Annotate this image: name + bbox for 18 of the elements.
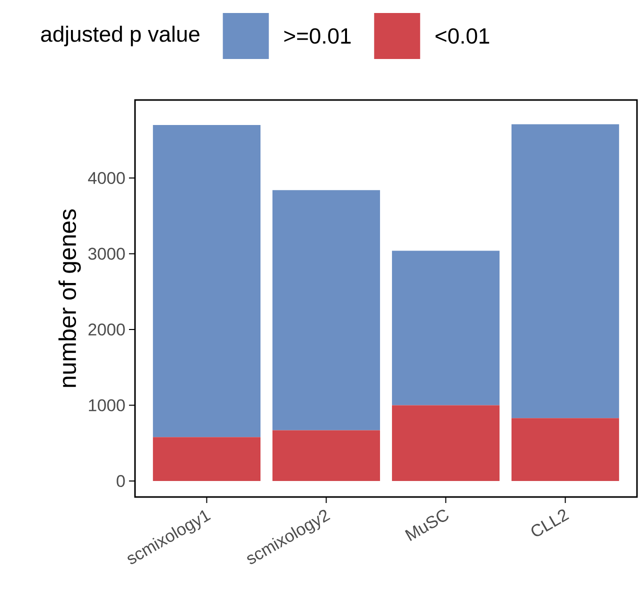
bar	[272, 430, 380, 482]
legend-title: adjusted p value	[41, 26, 200, 46]
legend-label: <0.01	[436, 28, 490, 44]
bar	[392, 250, 500, 406]
bar	[272, 190, 380, 430]
x-tick-label: CLL2	[532, 509, 570, 536]
bar	[152, 437, 260, 482]
legend-label: >=0.01	[284, 28, 351, 44]
y-tick-label: 2000	[88, 323, 125, 336]
y-tick-label: 3000	[88, 248, 125, 260]
bar	[392, 405, 500, 482]
bar	[512, 418, 620, 482]
bar	[512, 124, 620, 418]
y-axis-title: number of genes	[58, 209, 81, 387]
y-tick-label: 4000	[88, 172, 125, 184]
y-tick-label: 1000	[88, 399, 125, 412]
bar	[152, 124, 260, 438]
y-tick-label: 0	[116, 474, 125, 488]
